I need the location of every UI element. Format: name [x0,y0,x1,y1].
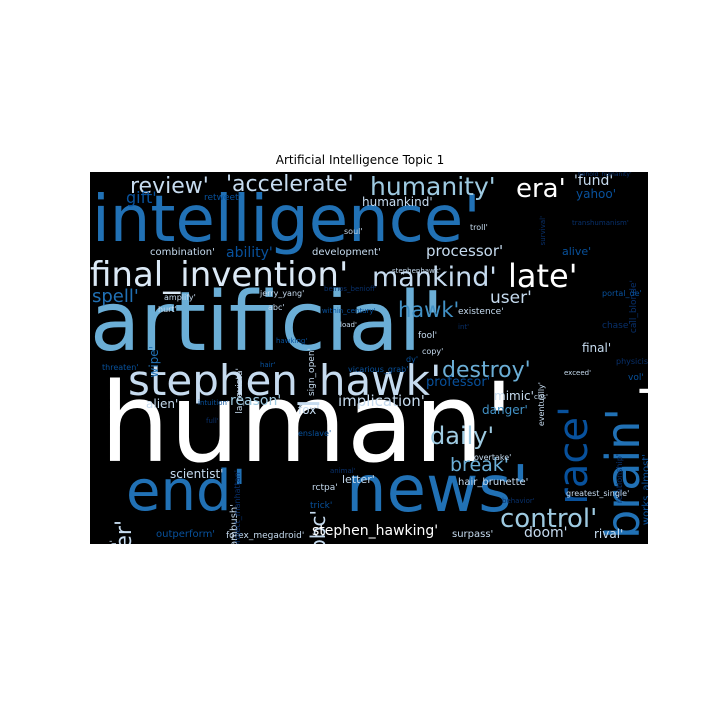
word-final-invention: final_invention' [90,255,349,295]
word-doom: doom' [524,525,568,541]
word-load: load' [340,321,357,329]
word-user: user' [490,288,532,308]
word-yahoo: yahoo' [576,187,617,201]
word-animal: animal' [330,467,356,475]
word-vol: vol' [628,373,644,383]
word-threaten: threaten' [102,363,139,372]
word-hair-brunette: hair_brunette' [458,477,529,488]
word-enslave: enslave' [298,429,332,438]
word-hawk: hawk' [398,298,460,322]
word-development: development' [312,247,381,258]
word-intuition: intuition' [198,399,229,407]
word-news: news' [346,453,530,527]
word-sign-open: sign_open' [307,348,317,397]
word-humanity: humanity' [370,172,496,201]
word-ability: ability' [226,245,273,261]
word-scientist: scientist' [170,467,224,481]
word-behold-humanity: behold_humanity' [578,172,632,178]
word-rival: rival' [594,527,624,541]
word-eventually: eventually' [537,382,546,427]
word-accelerate: 'accelerate' [226,172,354,197]
word-combination: combination' [150,247,215,258]
word-fund: 'fund' [574,173,614,189]
word-works-almost: works_almost' [641,454,648,526]
word-outperform: outperform' [156,529,216,540]
word-soul: soul' [344,227,363,236]
word-abc: abc' [268,303,285,312]
figure-title: Artificial Intelligence Topic 1 [275,153,445,167]
word-within-century: within_century' [322,307,376,315]
word-greatest-single: greatest_single' [566,489,630,498]
word-alive: alive' [562,245,592,258]
word-reason: reason' [230,393,282,409]
word-artificial: artificial' [90,275,444,370]
word-spell: spell' [92,286,139,307]
word-surpass: surpass' [452,529,494,540]
word-cloud: human' artificial' intelligence' news' end' s… [90,172,648,544]
word-vicarious-grab: vicarious_grab' [348,365,409,374]
word-processor: processor' [426,242,504,260]
word-amplify: amplify' [164,293,196,302]
word-late: late' [508,257,578,295]
word-exceed: exceed' [564,369,592,377]
word-behavior: behavior' [502,497,535,505]
word-fool: fool' [418,331,438,341]
word-physicist: physicist' [616,357,648,366]
word-destroy: destroy' [442,358,531,383]
word-call-blonde: call_blonde' [629,280,639,334]
word-mankind: mankind' [372,262,497,293]
word-dy: dy' [406,355,419,364]
word-danger: danger' [482,403,528,417]
word-portal-de: portal_de' [602,289,642,298]
word-cbs: cbs' [534,393,548,401]
word-stephen-hawking: stephen_hawking' [312,523,439,539]
word-era: era' [516,174,566,204]
word-humankind: humankind' [362,195,433,209]
word-control: control' [500,504,598,534]
word-hair: hair' [260,361,276,369]
word-trick: trick' [310,501,333,511]
word-stephenhawk: stephenhawk' [392,267,441,275]
word-forex-megadroid: forex_megadroid' [226,531,305,541]
word-capitalism: capitalism' [109,540,119,544]
word-survival: survival' [539,216,547,246]
word-daily: daily' [430,422,495,450]
word-jerry-yang: jerry_yang' [260,289,305,298]
word-hurt: hurt' [158,305,177,314]
word-final: final' [582,341,612,355]
word-gift: gift' [126,188,157,207]
word-end: end' [126,459,247,524]
word-existence: existence' [458,307,504,317]
word-transhumanism: transhumanism' [572,219,629,227]
word-retweet: retweet' [204,193,242,203]
word-intelligence: intelligence' [92,183,481,257]
word-overtake: overtake' [474,453,512,462]
word-stephen-hawk: stephen_hawk' [128,356,442,405]
word-troll: troll' [470,223,488,232]
word-professor: professor' [426,375,491,390]
word-rctpa: rctpa' [312,483,338,493]
word-implication: implication' [338,392,425,410]
word-full: full' [206,417,219,425]
word-beinos-benioff: beinos_benioff' [324,285,377,293]
word-letter: letter' [342,473,375,486]
word-int: int' [458,323,470,331]
word-chase: chase' [602,321,631,331]
word-break: break' [450,454,510,476]
word-mimic: mimic' [494,389,534,403]
word-human: human' [100,359,514,487]
word-project-manhattan: project_manhattan' [233,470,242,544]
word-copy: copy' [422,347,444,356]
word-fox: fox' [298,403,320,417]
word-review: review' [130,174,209,199]
word-alien: alien' [146,397,179,411]
word-wipe: wipe' [147,346,161,378]
word-la-revista: la_revista' [235,368,245,414]
word-hawking: hawking' [276,337,308,345]
